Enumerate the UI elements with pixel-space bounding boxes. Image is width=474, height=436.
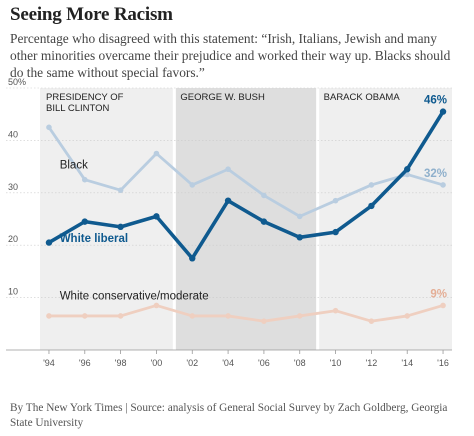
series-line bbox=[47, 125, 445, 218]
x-tick-label: '02 bbox=[186, 358, 198, 368]
data-point bbox=[81, 218, 88, 225]
data-point bbox=[332, 228, 339, 236]
data-point bbox=[45, 239, 53, 246]
data-point bbox=[261, 318, 267, 324]
series-label: Black bbox=[60, 160, 88, 172]
x-tick-label: '12 bbox=[366, 358, 378, 368]
source-note: By The New York Times | Source: analysis… bbox=[10, 402, 448, 429]
period-shade bbox=[174, 88, 318, 350]
data-point bbox=[224, 197, 232, 204]
series-label: White conservative/moderate bbox=[60, 291, 209, 303]
chart-title: Seeing More Racism bbox=[10, 4, 173, 25]
period-label: BILL CLINTON bbox=[46, 103, 109, 114]
data-point bbox=[189, 255, 196, 262]
end-value-label: 46% bbox=[424, 95, 447, 107]
x-tick-label: '96 bbox=[79, 358, 91, 368]
x-tick-label: '08 bbox=[294, 358, 306, 368]
data-point bbox=[117, 313, 124, 319]
y-tick-label: 30 bbox=[8, 182, 18, 192]
x-tick-label: '98 bbox=[115, 358, 127, 368]
period-shade bbox=[40, 88, 175, 350]
data-point bbox=[153, 150, 160, 157]
series-line bbox=[47, 109, 445, 261]
series-line bbox=[47, 304, 445, 323]
data-point bbox=[440, 302, 446, 309]
data-point bbox=[81, 313, 88, 319]
end-value-label: 9% bbox=[430, 288, 447, 300]
x-tick-label: '16 bbox=[437, 358, 449, 368]
y-tick-label: 20 bbox=[8, 234, 18, 244]
data-point bbox=[261, 192, 267, 199]
x-tick-label: '10 bbox=[330, 358, 342, 368]
data-point bbox=[439, 108, 447, 115]
period-label: GEORGE W. BUSH bbox=[180, 92, 265, 103]
data-point bbox=[189, 182, 196, 188]
x-tick-label: '06 bbox=[258, 358, 270, 368]
data-point bbox=[332, 307, 339, 314]
x-tick-label: '94 bbox=[43, 358, 55, 368]
data-point bbox=[46, 313, 52, 319]
period-label: BARACK OBAMA bbox=[324, 92, 401, 103]
y-tick-label: 50% bbox=[8, 77, 26, 87]
data-point bbox=[117, 187, 124, 193]
data-point bbox=[153, 302, 160, 309]
data-point bbox=[404, 313, 411, 319]
data-point bbox=[225, 313, 231, 319]
x-tick-label: '04 bbox=[222, 358, 234, 368]
data-point bbox=[368, 318, 375, 324]
data-point bbox=[440, 182, 446, 188]
data-point bbox=[117, 223, 124, 231]
data-point bbox=[296, 234, 303, 241]
x-tick-label: '00 bbox=[151, 358, 163, 368]
data-point bbox=[260, 218, 268, 225]
data-point bbox=[296, 213, 303, 220]
data-point bbox=[153, 213, 160, 220]
data-point bbox=[296, 313, 303, 319]
data-point bbox=[46, 124, 52, 131]
y-tick-label: 10 bbox=[8, 287, 18, 297]
data-point bbox=[225, 166, 231, 173]
x-tick-label: '14 bbox=[401, 358, 413, 368]
y-tick-label: 40 bbox=[8, 129, 18, 139]
data-point bbox=[332, 197, 339, 204]
data-point bbox=[81, 176, 88, 183]
period-label: PRESIDENCY OF bbox=[46, 92, 124, 103]
data-point bbox=[368, 182, 375, 188]
data-point bbox=[404, 166, 411, 173]
series-label: White liberal bbox=[60, 233, 128, 245]
data-point bbox=[368, 202, 375, 210]
data-point bbox=[189, 313, 196, 319]
end-value-label: 32% bbox=[424, 168, 447, 180]
chart-subtitle: Percentage who disagreed with this state… bbox=[10, 31, 451, 80]
